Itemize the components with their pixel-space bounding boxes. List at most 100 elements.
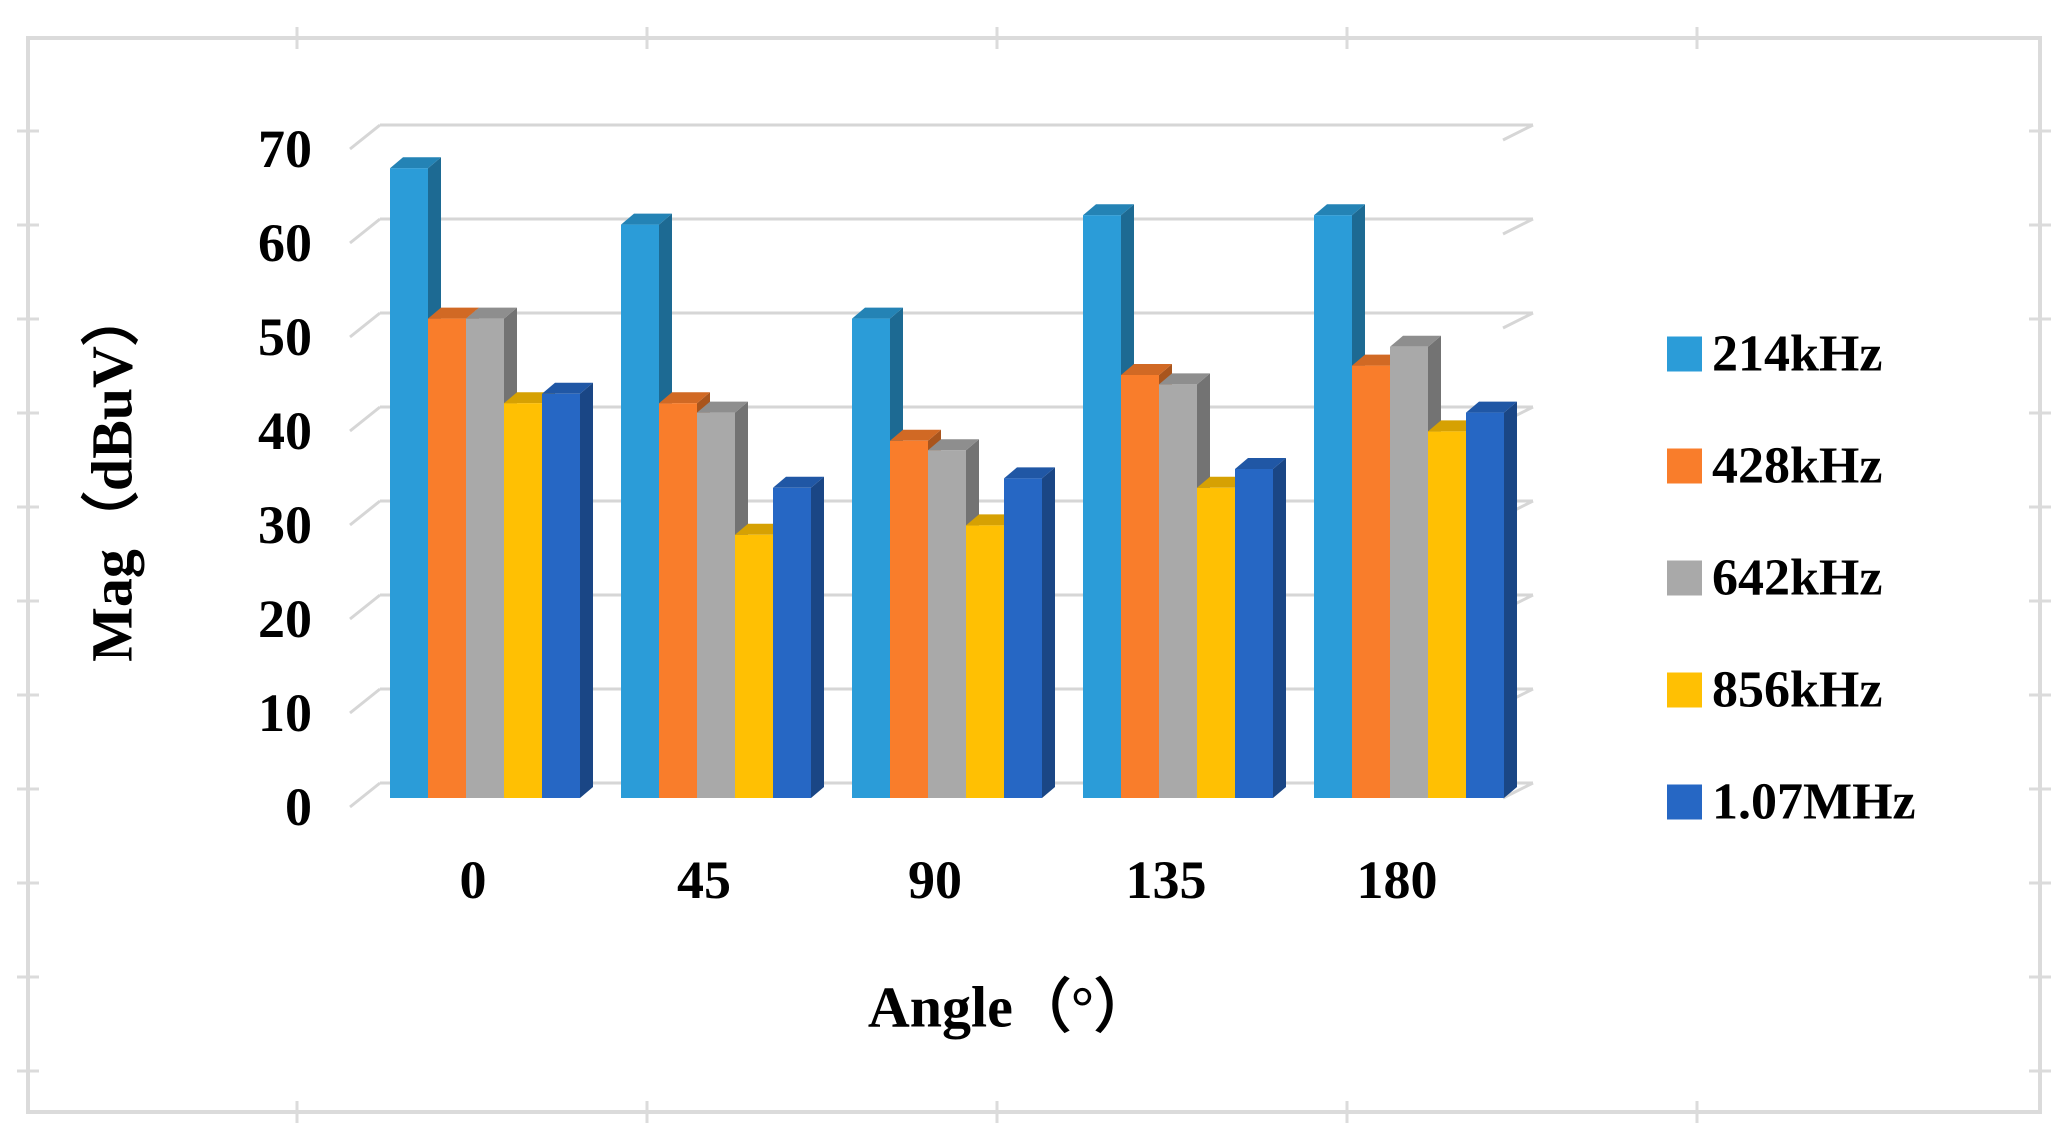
bar-front-face [1352,365,1390,798]
legend-label-856kHz: 856kHz [1712,662,1882,719]
x-axis-labels: 0 45 90 135 180 [460,850,1438,910]
x-tick-label-180: 180 [1357,850,1438,910]
bar-1.07MHz-135deg [1235,458,1286,798]
bar-front-face [1004,478,1042,798]
bar-front-face [542,393,580,798]
bar-front-face [1121,375,1159,798]
y-tick-label-10: 10 [258,683,312,743]
y-tick-label-70: 70 [258,119,312,179]
bar-front-face [1235,469,1273,798]
x-tick-label-0: 0 [460,850,487,910]
bar-top-face [1159,373,1210,385]
bar-front-face [428,318,466,798]
bar-front-face [966,525,1004,798]
bar-front-face [390,168,428,798]
bar-front-face [1083,215,1121,798]
bar-top-face [1466,401,1517,413]
legend-label-428kHz: 428kHz [1712,438,1882,495]
legend-swatch-642kHz [1667,560,1702,596]
legend-swatch-856kHz [1667,672,1702,708]
bar-front-face [504,403,542,798]
legend: 214kHz 428kHz 642kHz 856kHz 1.07MHz [1667,326,1916,831]
x-tick-label-90: 90 [908,850,962,910]
legend-item-214kHz: 214kHz [1667,326,1882,383]
y-tick-label-50: 50 [258,307,312,367]
y-tick-label-60: 60 [258,213,312,273]
x-axis-title: Angle（°） [868,975,1152,1040]
x-tick-label-45: 45 [677,850,731,910]
figure-frame-border [26,36,2042,1114]
bar-front-face [697,412,735,798]
bar-top-face [928,439,979,451]
bar-top-face [542,382,593,394]
bar-cluster-45 [621,213,824,799]
y-tick-label-40: 40 [258,401,312,461]
bar-front-face [928,450,966,798]
gridline-right-stub [1502,123,1534,142]
gridline-left-stub [349,217,381,245]
legend-swatch-428kHz [1667,448,1702,484]
bar-cluster-135 [1083,204,1286,798]
gridline-right-stub [1502,217,1534,236]
x-tick-label-135: 135 [1126,850,1207,910]
gridline-left-stub [349,593,381,621]
bars [390,157,1517,799]
bar-top-face [1390,335,1441,347]
bar-front-face [1197,487,1235,798]
bar-top-face [1314,204,1365,216]
bar-top-face [621,213,672,225]
bar-top-face [1121,364,1172,375]
y-tick-label-30: 30 [258,495,312,555]
gridline-left-stub [349,781,381,809]
bar-cluster-90 [852,307,1055,798]
bar-top-face [466,307,517,319]
bar-front-face [773,487,811,798]
bar-front-face [1314,215,1352,798]
legend-swatch-1.07MHz [1667,784,1702,820]
legend-item-1.07MHz: 1.07MHz [1667,774,1916,831]
gridline-right-stub [1502,311,1534,330]
gridline-left-stub [349,499,381,527]
y-axis-labels: 0 10 20 30 40 50 60 70 [258,119,312,837]
legend-swatch-214kHz [1667,336,1702,372]
bar-front-face [1466,412,1504,798]
legend-item-856kHz: 856kHz [1667,662,1882,719]
bar-side-face [1042,467,1055,798]
bar-top-face [852,307,903,319]
bar-front-face [1159,384,1197,798]
legend-label-642kHz: 642kHz [1712,550,1882,607]
gridline-left-stub [349,687,381,715]
legend-item-428kHz: 428kHz [1667,438,1882,495]
bar-top-face [1004,467,1055,479]
bar-front-face [466,318,504,798]
bar-cluster-0 [390,157,593,798]
bar-front-face [852,318,890,798]
bar-cluster-180 [1314,204,1517,798]
gridline-left-stub [349,311,381,339]
bar-side-face [580,382,593,798]
bar-1.07MHz-180deg [1466,401,1517,798]
bar-top-face [773,476,824,488]
figure-frame [17,27,2051,1123]
bar-front-face [735,534,773,798]
y-tick-label-0: 0 [285,777,312,837]
bar-top-face [697,401,748,413]
legend-item-642kHz: 642kHz [1667,550,1882,607]
bar-side-face [1273,458,1286,798]
bar-top-face [428,307,479,319]
bar-front-face [621,224,659,799]
bar-top-face [390,157,441,169]
gridline-left-stub [349,405,381,433]
bar-top-face [659,392,710,404]
bar-1.07MHz-0deg [542,382,593,798]
bar-top-face [890,429,941,441]
bar-side-face [811,476,824,798]
bar-1.07MHz-45deg [773,476,824,798]
bar-front-face [1428,431,1466,798]
bar-front-face [890,440,928,798]
y-axis-title: Mag（dBuV） [80,288,145,662]
bar-front-face [1390,346,1428,798]
legend-label-214kHz: 214kHz [1712,326,1882,383]
y-tick-label-20: 20 [258,589,312,649]
